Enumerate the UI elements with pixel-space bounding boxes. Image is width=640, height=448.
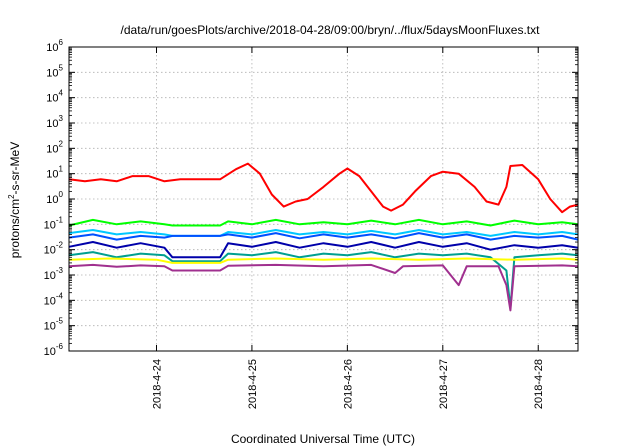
x-tick-label: 2018-4-25 bbox=[247, 359, 259, 409]
y-tick-label: 10-2 bbox=[44, 241, 64, 257]
y-tick-exponent: 1 bbox=[59, 165, 64, 174]
x-axis-label: Coordinated Universal Time (UTC) bbox=[231, 432, 415, 446]
y-tick-exponent: -1 bbox=[56, 215, 64, 224]
y-tick-base: 10 bbox=[44, 245, 56, 257]
y-tick-exponent: 3 bbox=[59, 114, 64, 123]
x-tick-label: 2018-4-26 bbox=[342, 359, 354, 409]
y-tick-base: 10 bbox=[46, 93, 58, 105]
series-line-2 bbox=[68, 229, 579, 237]
chart-title: /data/run/goesPlots/archive/2018-04-28/0… bbox=[121, 23, 541, 37]
y-tick-exponent: 0 bbox=[59, 190, 64, 199]
y-axis-label-sup: 2 bbox=[7, 194, 16, 199]
y-tick-label: 10-4 bbox=[44, 291, 64, 307]
y-tick-exponent: -3 bbox=[56, 266, 64, 275]
y-tick-base: 10 bbox=[44, 219, 56, 231]
series-line-7 bbox=[68, 263, 579, 312]
y-axis-label: protons/cm2-s-sr-MeV bbox=[7, 142, 22, 258]
y-tick-label: 103 bbox=[46, 114, 63, 130]
y-tick-base: 10 bbox=[46, 118, 58, 130]
y-tick-label: 102 bbox=[46, 139, 63, 155]
y-tick-base: 10 bbox=[46, 42, 58, 54]
x-axis: 2018-4-24 2018-4-25 2018-4-26 2018-4-27 2018… bbox=[151, 47, 545, 409]
y-tick-label: 105 bbox=[46, 63, 63, 79]
x-tick-label: 2018-4-28 bbox=[533, 359, 545, 409]
series-line-0 bbox=[68, 162, 579, 214]
y-tick-base: 10 bbox=[46, 67, 58, 79]
y-tick-exponent: -5 bbox=[56, 317, 64, 326]
series-line-1 bbox=[68, 218, 579, 227]
y-tick-exponent: -2 bbox=[56, 241, 64, 250]
y-tick-exponent: 4 bbox=[59, 89, 64, 98]
y-tick-exponent: -6 bbox=[56, 342, 64, 351]
y-tick-label: 10-6 bbox=[44, 342, 64, 358]
x-tick-label: 2018-4-24 bbox=[151, 359, 163, 409]
y-tick-label: 100 bbox=[46, 190, 63, 206]
y-tick-label: 101 bbox=[46, 165, 63, 181]
series-group bbox=[68, 162, 579, 312]
y-tick-exponent: 5 bbox=[59, 63, 64, 72]
y-tick-exponent: 2 bbox=[59, 139, 64, 148]
y-tick-base: 10 bbox=[44, 270, 56, 282]
y-tick-base: 10 bbox=[44, 346, 56, 358]
y-tick-label: 10-1 bbox=[44, 215, 64, 231]
y-axis-label-base: protons/cm bbox=[8, 199, 22, 258]
y-tick-base: 10 bbox=[46, 143, 58, 155]
y-tick-exponent: 6 bbox=[59, 38, 64, 47]
y-tick-label: 106 bbox=[46, 38, 63, 54]
y-tick-label: 10-3 bbox=[44, 266, 64, 282]
y-tick-base: 10 bbox=[44, 295, 56, 307]
y-tick-label: 104 bbox=[46, 89, 63, 105]
y-tick-label: 10-5 bbox=[44, 317, 64, 333]
series-line-4 bbox=[68, 241, 579, 259]
series-line-3 bbox=[68, 232, 579, 241]
x-tick-label: 2018-4-27 bbox=[438, 359, 450, 409]
y-tick-base: 10 bbox=[46, 169, 58, 181]
y-tick-exponent: -4 bbox=[56, 291, 64, 300]
y-axis-label-rest: -s-sr-MeV bbox=[8, 142, 22, 195]
y-axis: 10610510410310210110010-110-210-310-410-… bbox=[44, 38, 578, 358]
y-tick-base: 10 bbox=[46, 194, 58, 206]
grid bbox=[69, 47, 578, 351]
y-tick-base: 10 bbox=[44, 321, 56, 333]
series-line-6 bbox=[68, 257, 579, 264]
